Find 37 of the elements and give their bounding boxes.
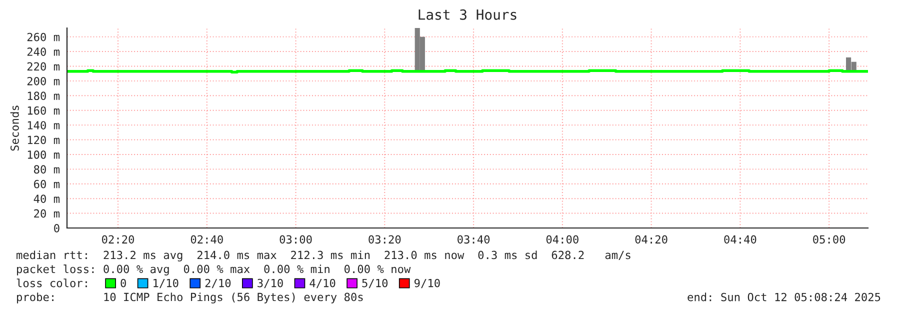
chart-title: Last 3 Hours [418,9,516,20]
y-tick-label: 160 m [28,106,60,115]
y-tick-label: 200 m [27,76,60,86]
x-tick-label: 02:20 [102,235,134,244]
y-tick-label: 140 m [28,121,60,130]
text: median rtt: 213.2 ms avg 214.0 ms max 212.3 ms min 213.0 ms now 0.3 ms sd 628.2 am/s [16,250,630,262]
legend-label: 0 [120,278,126,288]
x-tick-label: 03:00 [280,235,312,244]
y-tick-label: 220 m [27,62,60,71]
y-tick-label: 100 m [28,150,60,159]
x-tick-label: 05:00 [813,235,846,244]
legend-label: 5/10 [362,278,388,288]
text: packet loss: 0.00 % avg 0.00 % max 0.00 % min 0.00 % now [17,264,411,276]
legend-label: 2/10 [205,278,231,288]
legend-label: 3/10 [258,278,283,288]
legend-title: loss color: [16,278,87,288]
x-tick-label: 03:40 [458,235,490,244]
x-tick-label: 04:40 [724,235,756,244]
y-tick-label: 0 [54,224,60,232]
x-tick-label: 04:20 [635,235,668,244]
text: end: Sun Oct 12 05:08:24 2025 [688,292,880,302]
text: probe: 10 ICMP Echo Pings (56 Bytes) every 80s [17,292,363,304]
legend-label: 1/10 [154,278,178,288]
y-tick-label: 80 m [34,165,60,174]
y-tick-label: 240 m [27,48,60,56]
x-tick-label: 04:00 [546,235,578,244]
y-tick-label: 20 m [34,209,60,218]
legend-label: 4/10 [310,278,336,288]
y-tick-label: 260 m [27,32,60,42]
y-tick-label: 180 m [28,92,60,100]
y-tick-label: 120 m [28,136,60,144]
y-axis-title: Seconds [10,106,19,151]
x-tick-label: 02:40 [190,235,223,244]
y-tick-label: 40 m [34,194,60,203]
x-tick-label: 03:20 [368,235,401,244]
y-tick-label: 60 m [34,180,60,188]
legend-label: 9/10 [414,278,440,288]
